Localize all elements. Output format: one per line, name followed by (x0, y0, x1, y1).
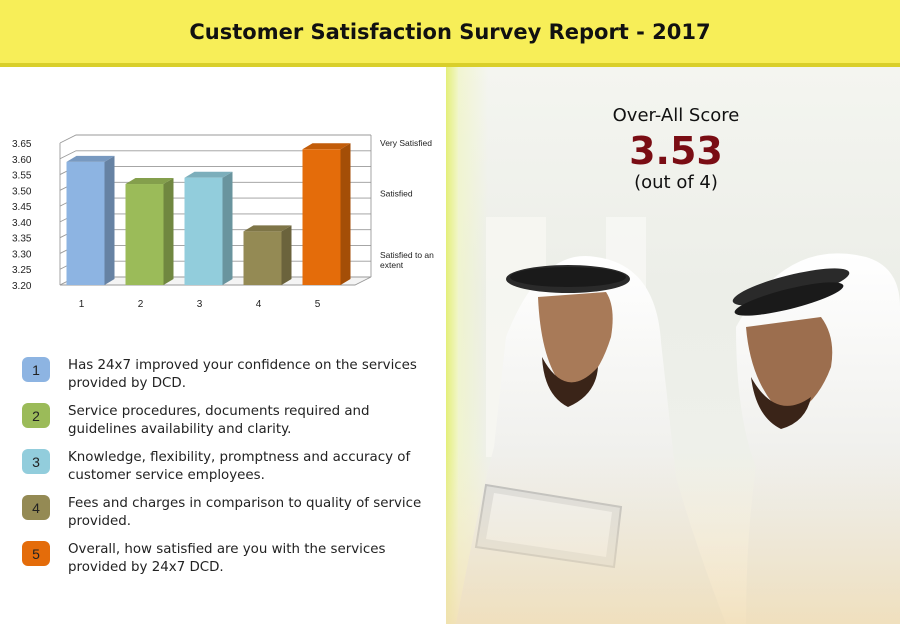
legend-text: Knowledge, flexibility, promptness and a… (68, 450, 411, 483)
x-tick-label: 4 (256, 299, 262, 310)
bar-top (66, 155, 115, 162)
legend-text: Overall, how satisfied are you with the … (68, 542, 386, 575)
bar-side (281, 225, 292, 285)
score-value: 3.53 (629, 129, 723, 173)
bar-top (184, 171, 233, 178)
x-tick-label: 3 (197, 299, 203, 310)
legend-badge: 2 (22, 403, 50, 428)
legend-item: 2 Service procedures, documents required… (22, 403, 432, 449)
gridline (59, 150, 371, 160)
report-header: Customer Satisfaction Survey Report - 20… (0, 0, 900, 67)
y-tick-label: 3.55 (12, 171, 32, 182)
y-tick-label: 3.65 (12, 139, 32, 150)
y-tick-label: 3.35 (12, 234, 32, 245)
bar-side (340, 143, 351, 285)
overall-score: Over-All Score 3.53 (out of 4) (566, 105, 786, 193)
question-legend: 1 Has 24x7 improved your confidence on t… (22, 357, 432, 587)
y-tick-label: 3.25 (12, 265, 32, 276)
legend-item: 5 Overall, how satisfied are you with th… (22, 541, 432, 587)
legend-badge: 5 (22, 541, 50, 566)
bar-top (125, 178, 174, 185)
satisfaction-bar-chart: 3.65 3.60 3.55 3.50 3.45 3.40 3.35 3.30 3.25 3.20… (12, 134, 434, 310)
legend-badge: 3 (22, 449, 50, 474)
legend-text: Fees and charges in comparison to qualit… (68, 496, 422, 529)
bar-side (222, 171, 233, 285)
bar (125, 184, 164, 285)
right-panel: Over-All Score 3.53 (out of 4) (446, 67, 900, 624)
scale-annotation: Very Satisfied (380, 138, 432, 148)
score-title: Over-All Score (612, 105, 740, 126)
y-tick-label: 3.20 (12, 281, 32, 292)
report-title: Customer Satisfaction Survey Report - 20… (189, 19, 711, 44)
bar-top (243, 225, 292, 232)
bar (302, 149, 341, 285)
legend-text: Service procedures, documents required a… (68, 404, 370, 437)
x-tick-label: 2 (138, 299, 144, 310)
bar (184, 177, 223, 285)
bar (243, 231, 282, 285)
legend-item: 3 Knowledge, flexibility, promptness and… (22, 449, 432, 495)
scale-annotation: Satisfied to an extent (380, 250, 434, 270)
bar-top (302, 143, 351, 150)
bar (66, 161, 105, 285)
score-subtitle: (out of 4) (634, 172, 718, 193)
bar-side (104, 155, 115, 285)
legend-text: Has 24x7 improved your confidence on the… (68, 358, 417, 391)
customers-photo (446, 217, 900, 624)
y-tick-label: 3.40 (12, 218, 32, 229)
scale-annotation: Satisfied (380, 189, 413, 199)
legend-item: 1 Has 24x7 improved your confidence on t… (22, 357, 432, 403)
x-tick-label: 5 (315, 299, 321, 310)
legend-badge: 1 (22, 357, 50, 382)
legend-item: 4 Fees and charges in comparison to qual… (22, 495, 432, 541)
legend-badge: 4 (22, 495, 50, 520)
y-tick-label: 3.45 (12, 202, 32, 213)
x-tick-label: 1 (79, 299, 85, 310)
y-tick-label: 3.60 (12, 155, 32, 166)
bar-side (163, 178, 174, 285)
gridline (59, 134, 371, 144)
y-tick-label: 3.30 (12, 249, 32, 260)
left-panel: 3.65 3.60 3.55 3.50 3.45 3.40 3.35 3.30 3.25 3.20… (0, 67, 446, 624)
y-tick-label: 3.50 (12, 186, 32, 197)
